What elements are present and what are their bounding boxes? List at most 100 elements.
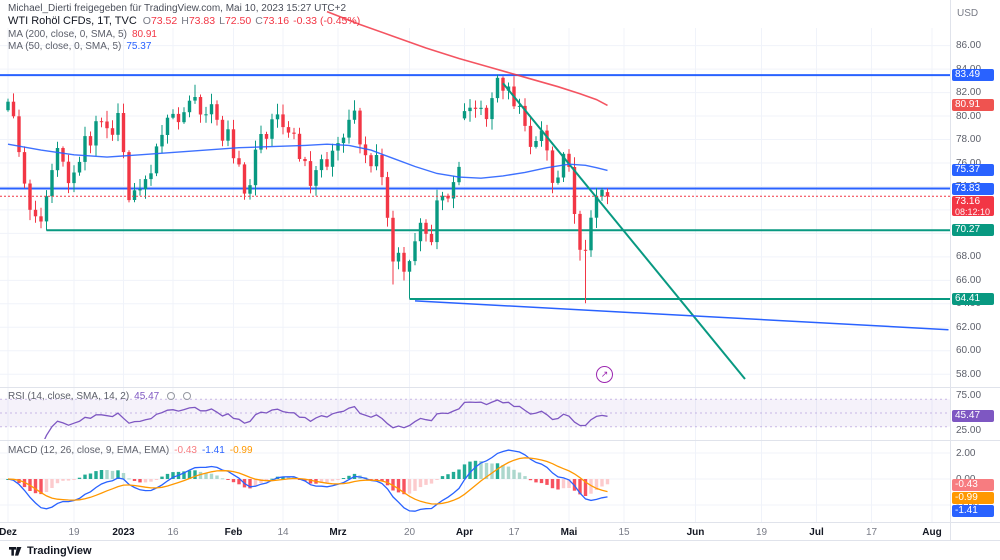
low-label: L xyxy=(219,15,225,27)
candle xyxy=(17,109,21,157)
tradingview-logo-icon[interactable] xyxy=(8,543,23,558)
candle xyxy=(418,218,423,252)
candle xyxy=(231,119,236,164)
signal-line[interactable] xyxy=(7,457,608,505)
candle xyxy=(330,143,335,177)
macd-line[interactable] xyxy=(7,449,608,512)
candle xyxy=(88,131,93,154)
ma200-label: MA (200, close, 0, SMA, 5) xyxy=(8,29,127,40)
trend-line[interactable] xyxy=(502,82,746,380)
macd-pane xyxy=(6,449,610,512)
candle xyxy=(110,120,115,141)
macd-legend[interactable]: MACD (12, 26, close, 9, EMA, EMA) -0.43 -1… xyxy=(8,445,253,456)
trend-lines[interactable] xyxy=(414,82,949,380)
currency-label[interactable]: USD xyxy=(957,8,979,19)
candle xyxy=(160,125,164,153)
time-axis-label: 19 xyxy=(755,527,768,538)
candle xyxy=(374,144,379,171)
candle xyxy=(297,127,302,162)
rsi-pane xyxy=(0,398,950,447)
candle xyxy=(468,99,472,122)
candle xyxy=(545,124,549,161)
trend-line[interactable] xyxy=(414,300,949,331)
ma200-value: 80.91 xyxy=(131,29,157,40)
price-axis-badge[interactable]: 45.47 xyxy=(952,410,994,423)
candle xyxy=(600,187,604,201)
brand-name[interactable]: TradingView xyxy=(27,544,92,557)
macd-signal-value: -0.99 xyxy=(229,445,253,456)
candle xyxy=(165,114,170,144)
candle xyxy=(490,92,494,130)
candle xyxy=(567,149,571,172)
price-axis-badge[interactable]: 73.16 08:12:10 xyxy=(952,195,994,216)
price-axis-badge[interactable]: -0.99 xyxy=(952,491,994,504)
candle xyxy=(132,183,137,203)
candle xyxy=(528,116,533,155)
low-value: 72.50 xyxy=(224,15,252,27)
candle xyxy=(94,115,98,156)
candle xyxy=(583,239,588,304)
symbol-title[interactable]: WTI Rohöl CFDs, 1T, TVC xyxy=(8,15,137,27)
price-axis-tick: 66.00 xyxy=(956,274,982,286)
candle xyxy=(308,151,313,194)
time-axis-label: 17 xyxy=(865,527,878,538)
price-axis-badge[interactable]: 80.91 xyxy=(952,99,994,112)
time-axis-label: Dez xyxy=(0,527,17,538)
ma200-legend[interactable]: MA (200, close, 0, SMA, 5) 80.91 xyxy=(8,29,157,40)
drawing-marker-icon[interactable]: ↗ xyxy=(596,366,613,383)
candle xyxy=(149,164,153,186)
candle xyxy=(523,98,527,132)
candle xyxy=(462,103,467,121)
price-axis-badge[interactable]: 75.37 xyxy=(952,164,994,177)
ma50-label: MA (50, close, 0, SMA, 5) xyxy=(8,41,122,52)
candle xyxy=(176,107,181,130)
price-axis-tick: 75.00 xyxy=(956,390,982,402)
footer-bar: TradingView xyxy=(0,540,1000,560)
price-axis-tick: 76.00 xyxy=(956,157,982,169)
price-axis-tick: 68.00 xyxy=(956,251,982,263)
price-axis-badge[interactable]: 64.41 xyxy=(952,293,994,305)
price-axis-badge[interactable]: -0.43 xyxy=(952,478,994,491)
ma50-legend[interactable]: MA (50, close, 0, SMA, 5) 75.37 xyxy=(8,41,151,52)
symbol-legend[interactable]: WTI Rohöl CFDs, 1T, TVC O73.52 H73.83 L72.5… xyxy=(8,15,364,27)
price-axis-badge[interactable]: 70.27 xyxy=(952,224,994,237)
candle xyxy=(517,98,522,114)
time-axis-label: 19 xyxy=(68,527,80,538)
candles-layer xyxy=(6,74,610,304)
candle xyxy=(198,94,203,123)
price-axis-badge[interactable]: -1.41 xyxy=(952,504,994,517)
price-axis-badge[interactable]: 73.83 xyxy=(952,182,994,195)
rsi-legend[interactable]: RSI (14, close, SMA, 14, 2) 45.47 xyxy=(8,391,191,402)
candle xyxy=(303,156,307,167)
candle xyxy=(33,200,38,223)
candle xyxy=(424,219,428,242)
candle xyxy=(281,104,285,135)
candle xyxy=(358,107,362,154)
candle xyxy=(457,161,461,186)
candle xyxy=(451,175,456,209)
price-axis-tick: 2.00 xyxy=(956,447,976,459)
candle xyxy=(61,146,65,167)
candle xyxy=(143,175,148,199)
candle xyxy=(83,126,87,171)
price-axis-tick: 82.00 xyxy=(956,87,982,99)
candle xyxy=(193,84,197,104)
ma-50-line[interactable] xyxy=(7,143,608,179)
candle xyxy=(105,110,109,139)
candle xyxy=(116,103,120,142)
ma-200-line[interactable] xyxy=(326,10,608,107)
time-axis-label: Jul xyxy=(809,527,824,538)
rsi-line[interactable] xyxy=(30,399,608,447)
rsi-upper-band-icon xyxy=(166,392,175,401)
candle xyxy=(6,98,10,112)
candle xyxy=(363,136,368,164)
price-axis-badge[interactable]: 83.49 xyxy=(952,69,994,82)
horizontal-level-lines[interactable] xyxy=(0,74,950,300)
price-axis-tick: 60.00 xyxy=(956,345,982,357)
candle xyxy=(259,125,263,154)
change-value: -0.33 (-0.45%) xyxy=(293,15,361,27)
time-axis-label: 15 xyxy=(618,527,630,538)
candle xyxy=(270,113,274,147)
